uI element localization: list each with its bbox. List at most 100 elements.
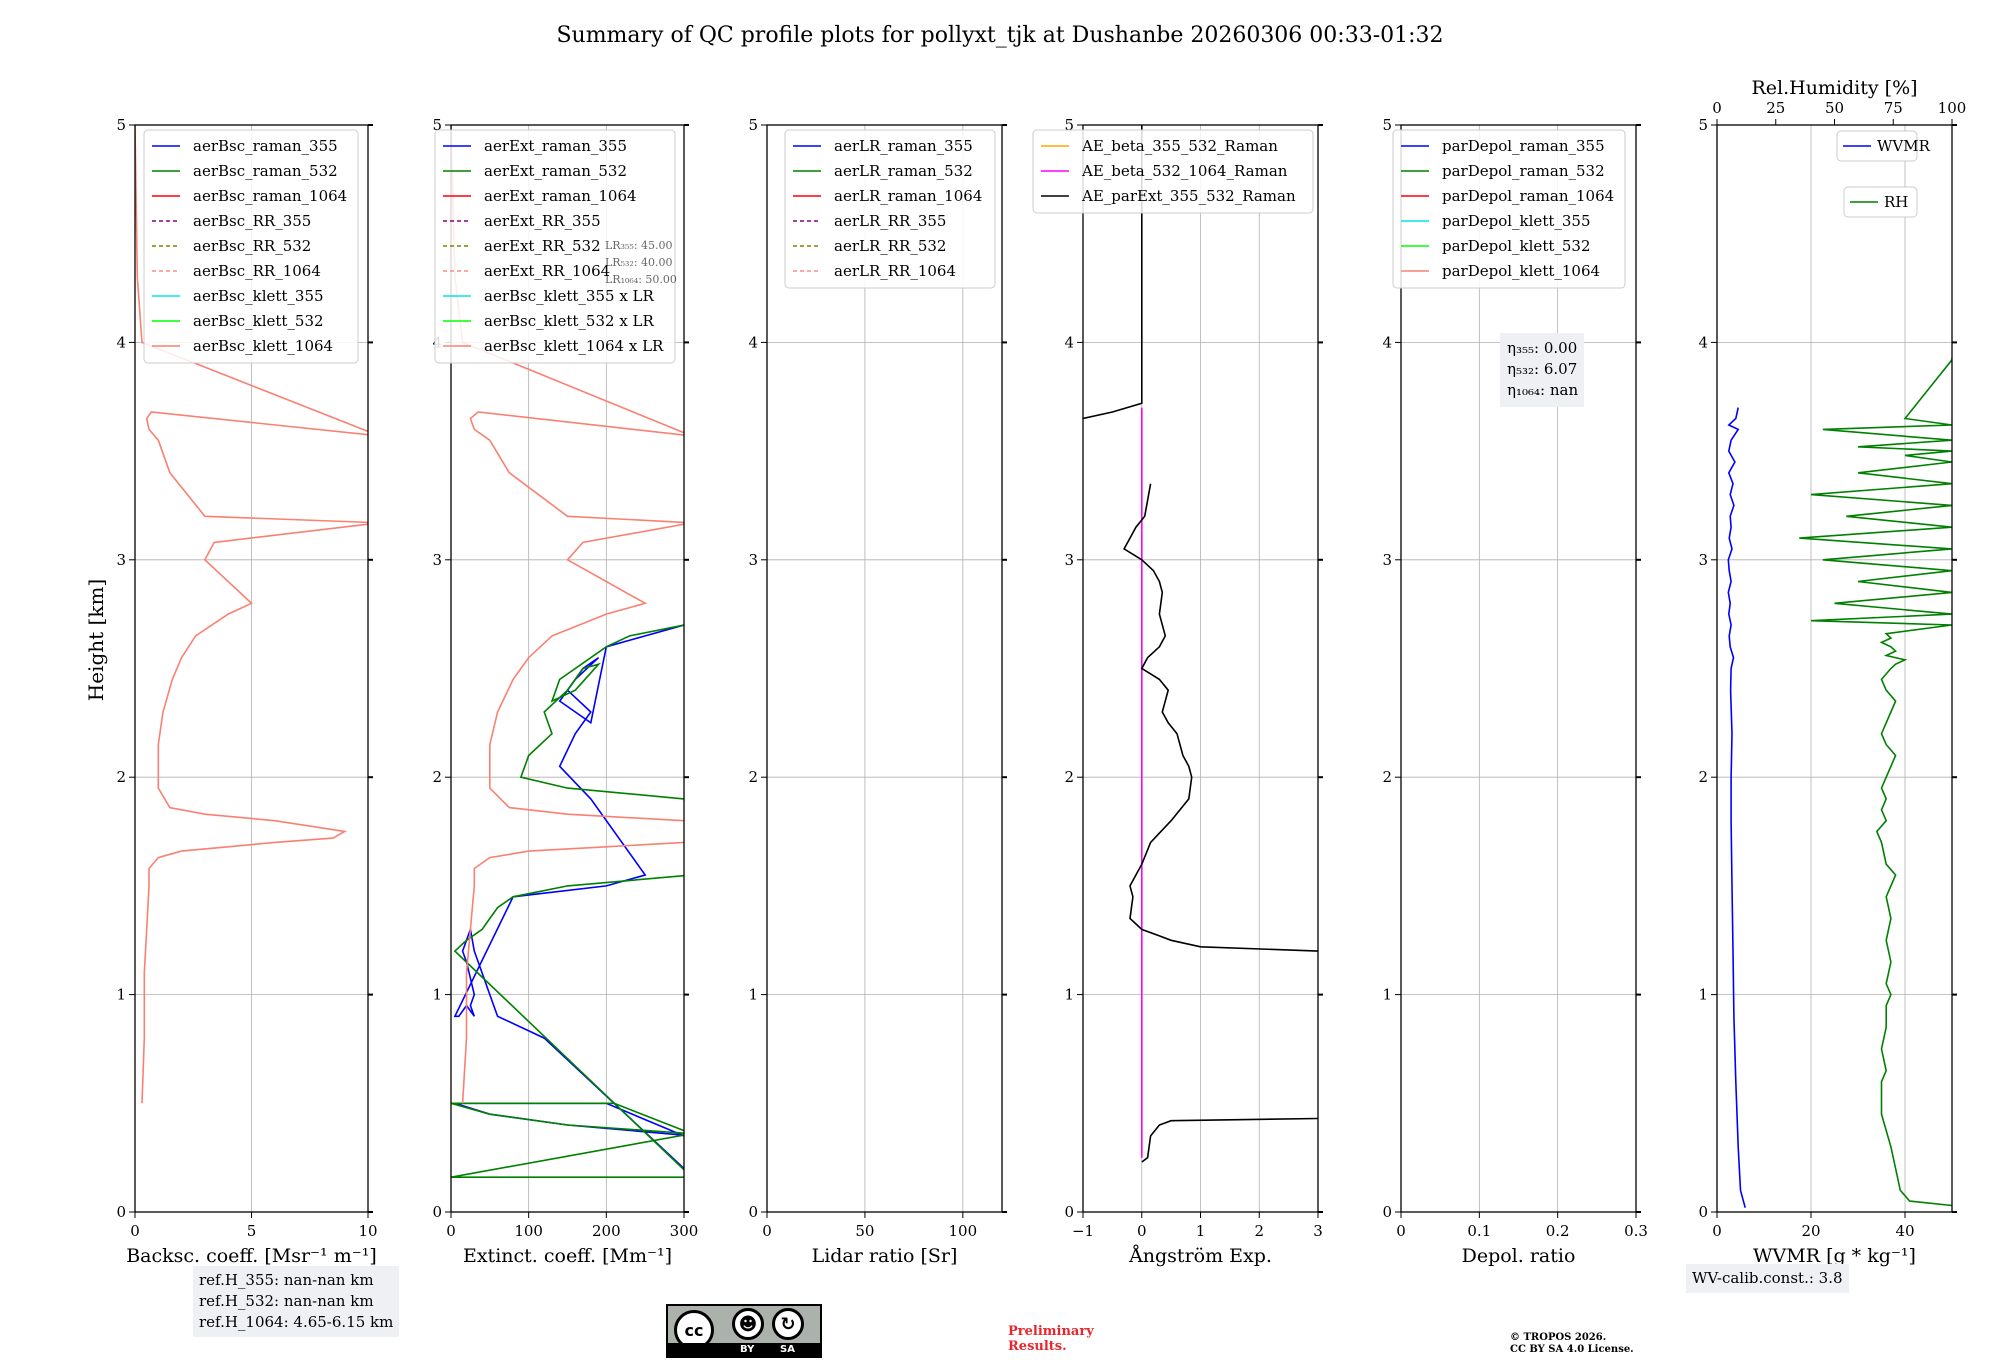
series-line-aerBsc_klett_1064 x LR <box>451 125 684 1104</box>
ref-height-532: ref.H_532: nan-nan km <box>199 1292 374 1310</box>
legend-entry: parDepol_raman_532 <box>1442 162 1605 180</box>
legend-entry: aerExt_RR_532 <box>484 237 601 255</box>
series-line-WVMR <box>1727 407 1746 1208</box>
y-tick-label: 5 <box>1382 116 1392 134</box>
legend-entry: parDepol_raman_1064 <box>1442 187 1614 205</box>
x-tick-label: 0 <box>762 1222 772 1240</box>
legend-entry: aerExt_raman_532 <box>484 162 627 180</box>
panel-wv: 0 20 40 0 1 2 3 4 5 WVMR [g * kg⁻¹] 0 25 50 75 100 Rel.… <box>1698 77 1966 1267</box>
legend-entry: AE_parExt_355_532_Raman <box>1081 187 1296 205</box>
x-axis-label: Lidar ratio [Sr] <box>812 1245 958 1267</box>
x-tick-label: 200 <box>592 1222 621 1240</box>
legend-box <box>1843 186 1918 218</box>
legend-entry: WVMR <box>1877 137 1931 155</box>
legend-entry: aerLR_raman_1064 <box>834 187 982 205</box>
legend-box <box>1836 130 1918 162</box>
x-tick-label: 0 <box>1396 1222 1406 1240</box>
lidar-ratio-label: LR₅₃₂: 40.00 <box>605 256 673 269</box>
attribution-icon: ☻ <box>732 1308 764 1340</box>
legend-entry: aerExt_raman_1064 <box>484 187 637 205</box>
x-tick-label: 1 <box>1196 1222 1206 1240</box>
x-tick-label: 10 <box>358 1222 377 1240</box>
legend-entry: aerBsc_raman_1064 <box>193 187 347 205</box>
series-group <box>451 125 684 1178</box>
legend-entry: aerBsc_RR_355 <box>193 212 311 230</box>
share-alike-icon: ↻ <box>772 1308 804 1340</box>
legend-entry: parDepol_klett_355 <box>1442 212 1591 230</box>
x-tick-label: 0 <box>130 1222 140 1240</box>
copyright-line-2: CC BY SA 4.0 License. <box>1510 1344 1634 1355</box>
cc-license-badge: cc ☻ ↻ BY SA <box>666 1304 822 1358</box>
legend: aerBsc_raman_355 aerBsc_raman_532 aerBsc_r… <box>143 129 359 364</box>
legend-box <box>1392 129 1626 289</box>
lidar-ratio-label: LR₁₀₆₄: 50.00 <box>605 273 677 286</box>
y-tick-label: 2 <box>432 768 442 786</box>
y-tick-label: 5 <box>748 116 758 134</box>
x-axis-label: Ångström Exp. <box>1128 1245 1272 1267</box>
eta-box <box>1500 333 1584 407</box>
legend-entry: aerBsc_klett_355 <box>193 287 324 305</box>
lidar-ratio-label: LR₃₅₅: 45.00 <box>605 239 673 252</box>
x-tick-label: 100 <box>514 1222 543 1240</box>
legend-entry: aerBsc_klett_355 x LR <box>484 287 655 305</box>
series-line-aerExt_raman_532 <box>451 624 684 1178</box>
y-tick-label: 0 <box>748 1203 758 1221</box>
series-line-AE_parExt_355_532_Raman <box>1123 483 1318 952</box>
series-line-RH <box>1799 357 1952 1207</box>
legend-entry: AE_beta_355_532_Raman <box>1081 137 1278 155</box>
legend-entry: aerBsc_RR_532 <box>193 237 311 255</box>
x-tick-label: 100 <box>949 1222 978 1240</box>
license-sa-label: SA <box>780 1344 795 1355</box>
x-tick-label: 2 <box>1254 1222 1264 1240</box>
legend-entry: aerBsc_klett_1064 <box>193 337 333 355</box>
y-tick-label: 0 <box>1698 1203 1708 1221</box>
series-line-AE_parExt_355_532_Raman_top <box>1083 125 1143 420</box>
y-tick-label: 1 <box>116 986 126 1004</box>
legend-entry: aerBsc_klett_532 x LR <box>484 312 655 330</box>
y-tick-label: 4 <box>1064 333 1074 351</box>
y-tick-label: 3 <box>116 551 126 569</box>
figure-title: Summary of QC profile plots for pollyxt_… <box>556 23 1443 48</box>
legend-entry: aerExt_RR_1064 <box>484 262 610 280</box>
legend-entry: aerLR_RR_532 <box>834 237 946 255</box>
legend-entry: parDepol_klett_1064 <box>1442 262 1600 280</box>
y-tick-label: 5 <box>1698 116 1708 134</box>
y-tick-label: 2 <box>116 768 126 786</box>
x-tick-label: 0.2 <box>1546 1222 1570 1240</box>
legend-entry: AE_beta_532_1064_Raman <box>1081 162 1288 180</box>
legend: aerExt_raman_355 aerExt_raman_532 aerExt_r… <box>434 129 676 364</box>
axes-frame <box>1716 124 1953 1213</box>
legend-box <box>784 129 996 289</box>
x-tick-label: 0 <box>1712 1222 1722 1240</box>
x-tick-label: 40 <box>1895 1222 1914 1240</box>
x2-tick-label: 50 <box>1825 99 1844 117</box>
legend-box <box>143 129 359 364</box>
legend: WVMR <box>1836 130 1931 162</box>
y-tick-label: 0 <box>432 1203 442 1221</box>
eta-label: η₅₃₂: 6.07 <box>1507 360 1577 378</box>
y-tick-label: 1 <box>1382 986 1392 1004</box>
legend-entry: aerExt_RR_355 <box>484 212 601 230</box>
preliminary-line-1: Preliminary <box>1008 1324 1094 1339</box>
panel-ext: 0100200300012345Extinct. coeff. [Mm⁻¹]ae… <box>432 116 698 1267</box>
ref-height-355: ref.H_355: nan-nan km <box>199 1271 374 1289</box>
x-tick-label: 300 <box>670 1222 699 1240</box>
legend-entry: RH <box>1884 193 1908 211</box>
license-by-label: BY <box>740 1344 755 1355</box>
y-tick-label: 4 <box>1698 333 1708 351</box>
legend-entry: aerExt_raman_355 <box>484 137 627 155</box>
eta-label: η₃₅₅: 0.00 <box>1507 339 1577 357</box>
y-tick-label: 5 <box>116 116 126 134</box>
x2-tick-label: 25 <box>1766 99 1785 117</box>
legend-entry: parDepol_raman_355 <box>1442 137 1605 155</box>
y-tick-label: 0 <box>116 1203 126 1221</box>
axes-frame <box>1400 124 1637 1213</box>
axes-frame <box>450 124 685 1213</box>
y-tick-label: 2 <box>748 768 758 786</box>
panel-bsc: 0 5 10 0 1 2 3 4 5 Backsc. coeff. [Msr⁻¹ m⁻¹] aerB… <box>116 116 377 1267</box>
wv-calibration-box: WV-calib.const.: 3.8 <box>1686 1264 1849 1293</box>
y-tick-label: 1 <box>432 986 442 1004</box>
x-tick-label: 0.3 <box>1624 1222 1648 1240</box>
legend: AE_beta_355_532_Raman AE_beta_532_1064_Ra… <box>1032 129 1314 214</box>
